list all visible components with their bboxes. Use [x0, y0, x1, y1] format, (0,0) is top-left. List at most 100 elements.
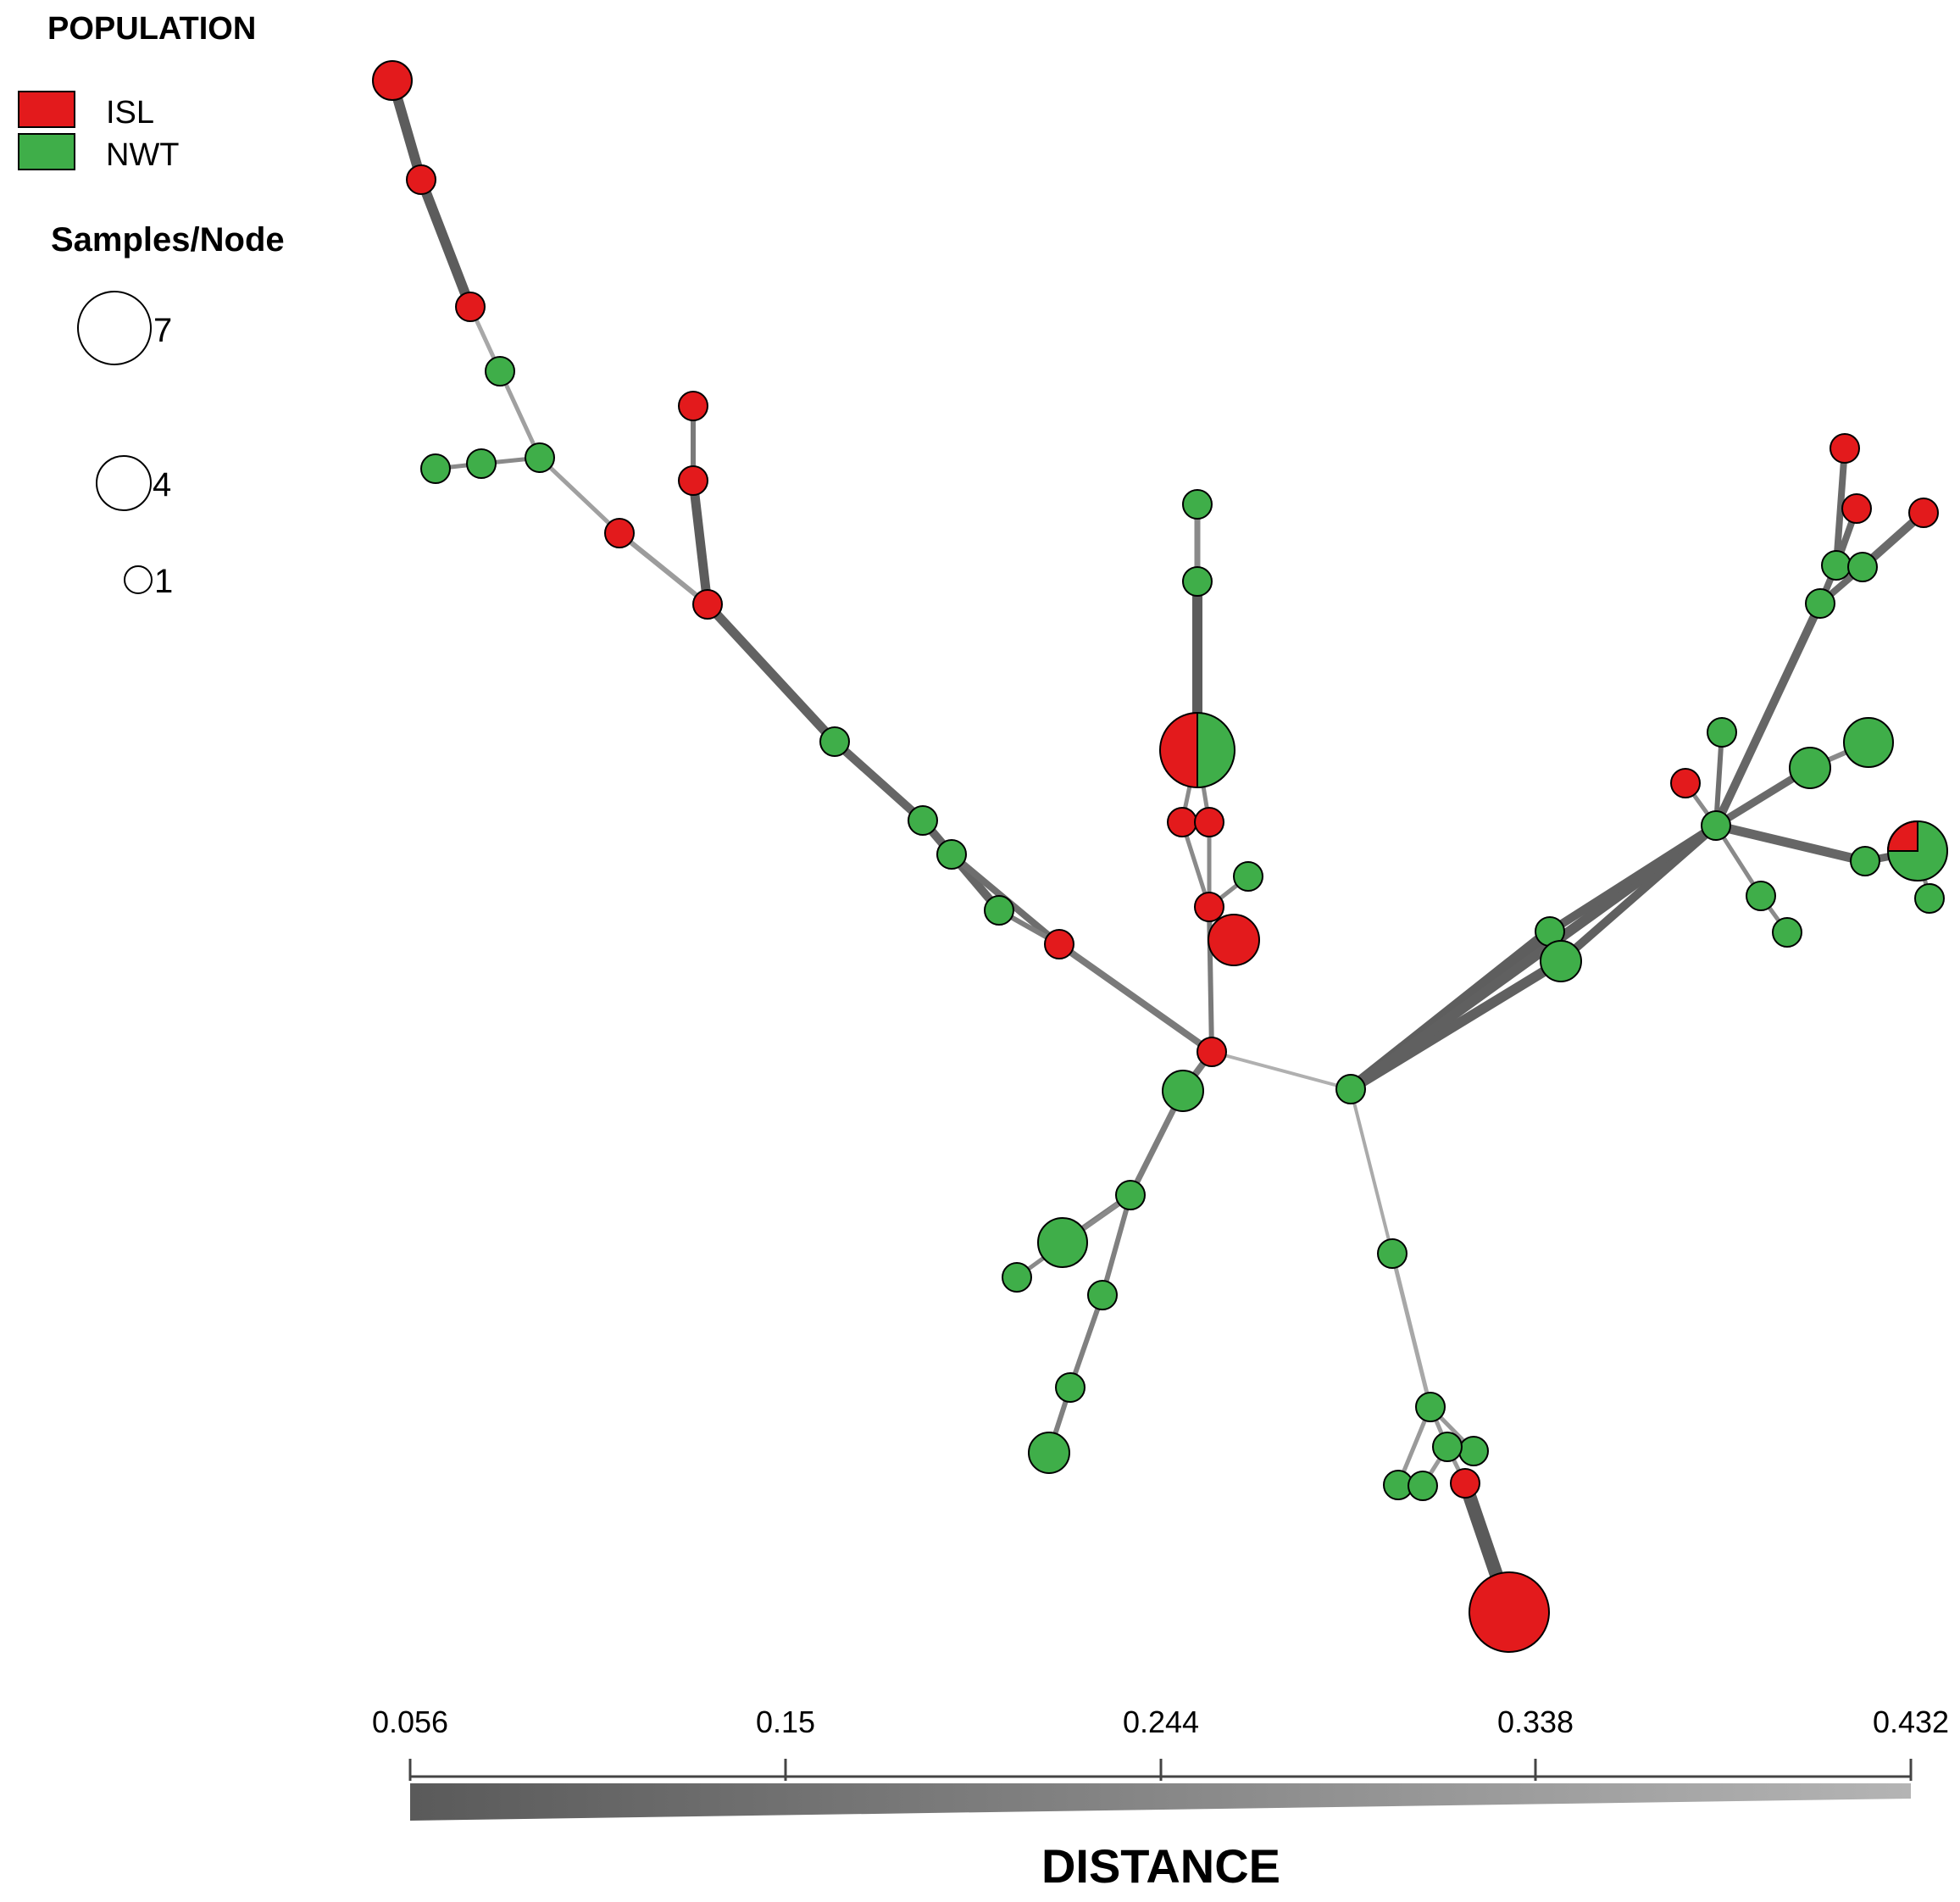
- network-edge: [1390, 1251, 1433, 1410]
- haplotype-node: [819, 726, 850, 757]
- haplotype-node: [1408, 1471, 1438, 1501]
- haplotype-node: [1115, 1180, 1146, 1210]
- legend-label-nwt: NWT: [106, 137, 180, 173]
- network-edge: [1713, 730, 1724, 828]
- network-nodes: [372, 60, 1948, 1653]
- population-legend: POPULATION ISL NWT: [18, 11, 256, 173]
- haplotype-node: [1159, 712, 1235, 788]
- haplotype-node: [485, 356, 515, 387]
- haplotype-node: [1055, 1372, 1085, 1403]
- size-legend-circle-7: [77, 291, 152, 365]
- haplotype-node: [1841, 493, 1872, 524]
- network-edge: [537, 455, 622, 536]
- haplotype-node: [1746, 881, 1776, 911]
- haplotype-node: [1843, 717, 1894, 768]
- haplotype-node: [1028, 1432, 1070, 1474]
- haplotype-node: [984, 895, 1014, 926]
- haplotype-node: [1805, 588, 1835, 619]
- haplotype-node: [1037, 1217, 1088, 1268]
- haplotype-node: [372, 60, 413, 101]
- haplotype-node: [1197, 1037, 1227, 1067]
- size-legend-label-1: 1: [154, 563, 173, 600]
- axis-tick-label: 0.432: [1873, 1705, 1949, 1739]
- size-legend: Samples/Node 7 4 1: [51, 221, 285, 600]
- axis-title: DISTANCE: [1041, 1839, 1280, 1893]
- haplotype-node: [406, 164, 436, 195]
- haplotype-node: [1087, 1280, 1118, 1310]
- network-edge: [1210, 1050, 1352, 1091]
- haplotype-node: [1847, 552, 1878, 582]
- haplotype-node: [1772, 917, 1802, 948]
- distance-gradient-wedge: [410, 1783, 1911, 1821]
- haplotype-node: [1458, 1436, 1489, 1466]
- network-edge: [416, 175, 475, 312]
- haplotype-node: [678, 465, 708, 496]
- network-edge: [702, 599, 840, 747]
- network-edge: [688, 475, 713, 609]
- haplotype-node: [1908, 498, 1939, 528]
- network-edge: [1056, 941, 1215, 1055]
- size-legend-label-7: 7: [153, 312, 172, 349]
- axis-tick-label: 0.056: [372, 1705, 448, 1739]
- haplotype-node: [1540, 940, 1582, 982]
- haplotype-node: [1914, 883, 1945, 914]
- haplotype-node: [936, 839, 967, 870]
- population-legend-title: POPULATION: [47, 11, 256, 47]
- haplotype-node: [1415, 1392, 1446, 1422]
- haplotype-node: [1886, 820, 1948, 881]
- network-edge: [1349, 1087, 1394, 1255]
- haplotype-node: [1469, 1571, 1550, 1653]
- network-edge: [1346, 820, 1721, 1094]
- network-edge: [1557, 821, 1720, 965]
- network-edge: [1833, 445, 1848, 569]
- distance-axis: 0.056 0.15 0.244 0.338 0.432 DISTANCE: [372, 1705, 1949, 1893]
- haplotype-node: [1182, 566, 1213, 597]
- network-edge: [1711, 820, 1870, 866]
- network-edge: [617, 531, 710, 607]
- haplotype-node: [908, 805, 938, 836]
- axis-tick-label: 0.338: [1497, 1705, 1574, 1739]
- size-legend-label-4: 4: [153, 466, 171, 503]
- haplotype-node: [420, 453, 451, 484]
- haplotype-node: [1182, 489, 1213, 520]
- haplotype-node: [1167, 807, 1197, 837]
- network-edge: [1546, 821, 1720, 936]
- network-edges: [387, 75, 1932, 1619]
- haplotype-node: [1821, 550, 1852, 581]
- network-edge: [1712, 599, 1824, 830]
- haplotype-node: [466, 448, 497, 479]
- legend-swatch-nwt: [18, 133, 75, 170]
- haplotype-node: [525, 442, 555, 473]
- haplotype-node: [1194, 807, 1224, 837]
- network-edge: [830, 737, 927, 825]
- network-edge: [497, 369, 542, 460]
- axis-tick-label: 0.244: [1123, 1705, 1199, 1739]
- haplotype-node: [1789, 747, 1831, 789]
- haplotype-node: [1850, 846, 1880, 876]
- haplotype-node: [1162, 1070, 1204, 1112]
- size-legend-circle-1: [124, 565, 153, 594]
- network-edge: [1068, 1293, 1105, 1390]
- haplotype-node: [1701, 810, 1731, 841]
- haplotype-node: [678, 391, 708, 421]
- haplotype-node: [455, 292, 486, 322]
- haplotype-node: [1208, 914, 1260, 966]
- legend-swatch-isl: [18, 91, 75, 128]
- haplotype-node: [1233, 861, 1263, 892]
- haplotype-node: [1432, 1432, 1463, 1462]
- haplotype-node: [1707, 717, 1737, 748]
- haplotype-node: [1830, 433, 1860, 464]
- haplotype-node: [1335, 1074, 1366, 1104]
- haplotype-node: [1377, 1238, 1408, 1269]
- haplotype-node: [692, 589, 723, 620]
- haplotype-node: [1002, 1262, 1032, 1293]
- haplotype-node: [1044, 929, 1074, 959]
- network-edge: [1100, 1193, 1133, 1298]
- size-legend-title: Samples/Node: [51, 221, 285, 259]
- haplotype-node: [1670, 768, 1701, 798]
- haplotype-node: [1450, 1468, 1480, 1499]
- size-legend-circle-4: [96, 455, 152, 511]
- legend-label-isl: ISL: [106, 95, 154, 131]
- haplotype-node: [604, 518, 635, 548]
